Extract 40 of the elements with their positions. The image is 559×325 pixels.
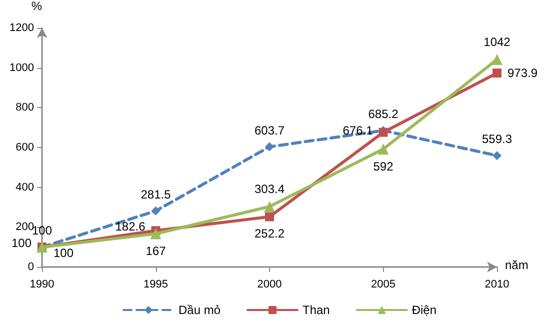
data-label: 603.7 (254, 123, 285, 138)
point (378, 144, 389, 155)
x-tick-label: 1990 (30, 278, 54, 290)
y-tick-label: 600 (16, 142, 34, 154)
y-tick-label: 1000 (10, 62, 34, 74)
x-axis-title: năm (505, 258, 528, 272)
point (492, 68, 502, 78)
data-label: 281.5 (140, 187, 172, 202)
y-tick-label: 0 (28, 261, 34, 273)
data-label: 973.9 (508, 66, 538, 80)
point (492, 151, 502, 160)
y-tick-label: 800 (16, 102, 34, 114)
data-label: 685.2 (368, 107, 399, 122)
point (265, 142, 274, 152)
data-label: 182.6 (115, 220, 146, 234)
data-label: 303.4 (254, 182, 285, 196)
x-tick-label: 2005 (371, 278, 396, 290)
y-axis-title: % (31, 0, 42, 13)
point (150, 228, 162, 240)
data-label: 100 (11, 236, 32, 250)
x-tick-label: 2000 (257, 278, 282, 290)
data-label: 592 (373, 160, 394, 174)
legend-label: Dầu mỏ (178, 303, 221, 317)
y-tick-label: 200 (16, 221, 34, 234)
data-label: 676.1 (342, 123, 374, 138)
point (151, 206, 160, 216)
point (264, 201, 275, 212)
legend-label: Than (302, 303, 330, 317)
data-label: 559.3 (482, 132, 512, 146)
y-tick-label: 400 (16, 181, 34, 194)
data-label: 100 (54, 246, 74, 260)
point (265, 212, 274, 222)
data-label: 1042 (484, 34, 511, 49)
data-label: 252.2 (254, 226, 285, 240)
x-tick-label: 1995 (144, 278, 168, 290)
x-tick-label: 2010 (484, 278, 510, 290)
legend-label: Điện (412, 303, 437, 317)
data-label: 167 (146, 244, 166, 258)
point (492, 54, 502, 65)
y-tick-label: 1200 (10, 22, 34, 34)
